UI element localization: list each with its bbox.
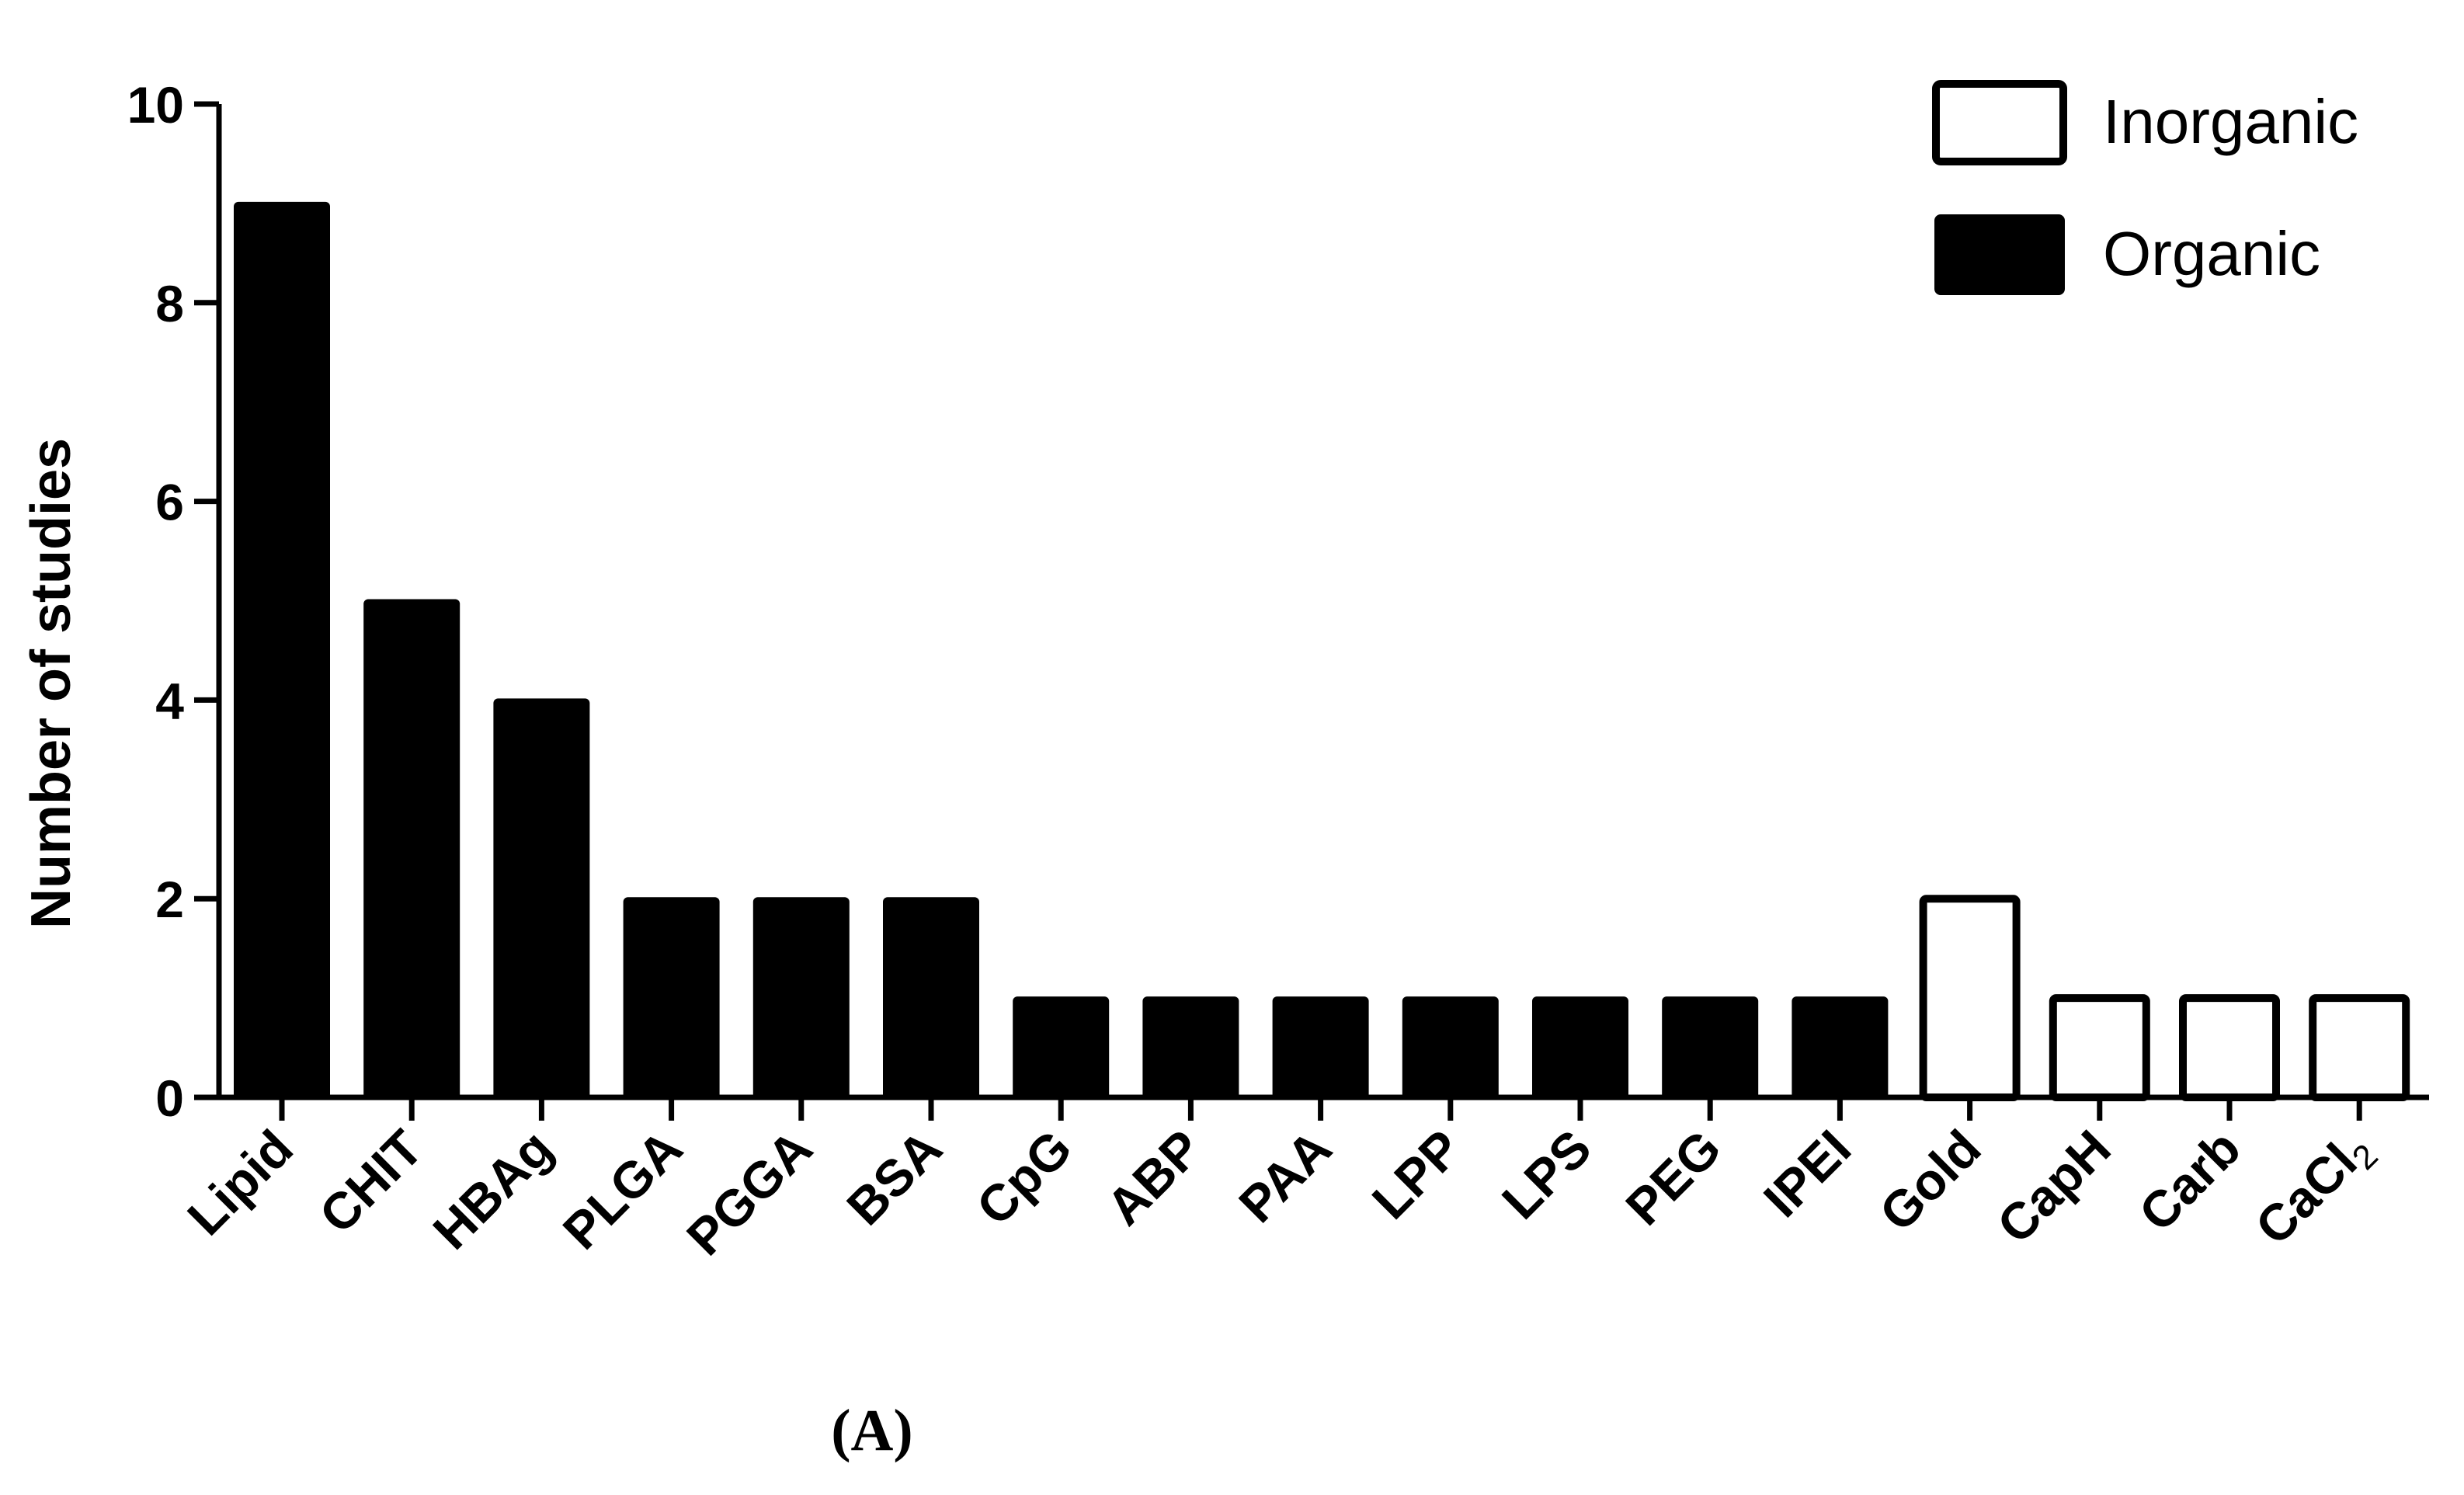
legend-label-organic: Organic [2103,219,2320,288]
x-tick-label-plga: PLGA [552,1119,693,1260]
bar-lpp [1402,996,1499,1099]
legend-swatch-organic [1934,214,2065,295]
y-tick-label: 10 [127,76,184,134]
bar-cacl2 [2309,994,2410,1101]
x-tick-label-lipid: Lipid [176,1119,304,1246]
bar-hbag [493,698,590,1100]
x-tick-label-pgga: PGGA [676,1119,823,1267]
y-axis-label: Number of studies [20,438,82,929]
y-tick-label: 8 [155,275,184,332]
bar-paa [1272,996,1369,1099]
y-tick-label: 0 [155,1069,184,1127]
x-tick-label-caph: CapH [1986,1119,2121,1254]
bar-ipei [1792,996,1889,1099]
x-tick-label-peg: PEG [1614,1119,1732,1236]
x-tick-label-carb: Carb [2128,1119,2251,1243]
y-tick-label: 6 [155,474,184,531]
x-tick-label-hbag: HBAg [422,1119,563,1260]
x-tick-label-lpp: LPP [1361,1119,1472,1230]
x-tick-label-ipei: IPEI [1753,1119,1862,1229]
y-tick-label: 2 [155,871,184,928]
bar-carb [2179,994,2280,1101]
bar-caph [2049,994,2150,1101]
bar-chit [363,599,460,1099]
legend: Inorganic Organic [1932,80,2358,295]
bars-layer [234,201,2410,1101]
ticks-layer: 0 2 4 6 8 10 [127,76,2362,1127]
bar-lps [1532,996,1628,1099]
x-tick-label-gold: Gold [1868,1119,1992,1243]
bar-lipid [234,201,330,1099]
x-tick-label-paa: PAA [1228,1119,1342,1233]
x-tick-label-cacl2: CaCl2 [2244,1119,2386,1260]
bar-pgga [752,897,850,1099]
x-tick-label-chit: CHIT [308,1119,433,1244]
bar-plga [623,897,720,1099]
x-tick-label-bsa: BSA [836,1119,953,1236]
bar-cpg [1013,996,1110,1099]
legend-swatch-inorganic [1932,80,2067,165]
x-tick-label-lps: LPS [1491,1119,1602,1230]
bar-peg [1662,996,1759,1099]
bar-bsa [883,897,979,1099]
y-tick-label: 4 [155,672,184,729]
legend-label-inorganic: Inorganic [2103,87,2358,156]
panel-label: (A) [831,1398,913,1463]
x-tick-label-cpg: CpG [965,1119,1083,1236]
x-tick-label-abp: ABP [1095,1119,1212,1236]
bar-abp [1142,996,1239,1099]
bar-gold [1919,895,2021,1101]
